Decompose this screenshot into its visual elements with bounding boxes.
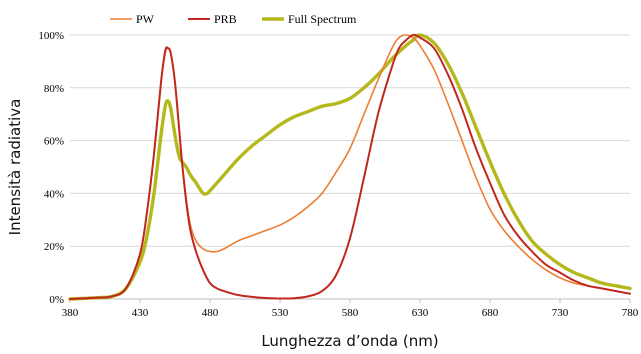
x-tick-labels: 380 430 480 530 580 630 680 730 780 — [62, 307, 639, 319]
x-tick-label: 480 — [202, 307, 219, 319]
y-tick-label: 100% — [38, 30, 64, 42]
series-line-full-spectrum — [68, 33, 632, 301]
x-tick-label: 580 — [342, 307, 359, 319]
y-tick-label: 60% — [44, 136, 64, 148]
x-tick-label: 730 — [552, 307, 569, 319]
series-line-prb — [69, 33, 631, 300]
x-tick-label: 530 — [272, 307, 289, 319]
x-axis-title: Lunghezza d’onda (nm) — [261, 332, 438, 350]
legend-label: PRB — [214, 12, 237, 26]
y-tick-labels: 0% 20% 40% 60% 80% 100% — [38, 30, 64, 306]
y-axis-title: Intensità radiativa — [6, 99, 24, 236]
y-tick-label: 20% — [44, 241, 64, 253]
x-tick-label: 680 — [482, 307, 499, 319]
series-lines — [68, 33, 632, 301]
y-tick-label: 80% — [44, 83, 64, 95]
x-tick-label: 430 — [132, 307, 149, 319]
y-tick-label: 40% — [44, 188, 64, 200]
legend: PW PRB Full Spectrum — [110, 12, 357, 26]
legend-label: Full Spectrum — [288, 12, 357, 26]
x-tick-label: 630 — [412, 307, 429, 319]
x-tick-label: 780 — [622, 307, 639, 319]
x-tick-label: 380 — [62, 307, 79, 319]
axes — [69, 298, 631, 303]
gridlines — [70, 34, 630, 247]
series-line-pw — [69, 34, 631, 300]
legend-label: PW — [136, 12, 155, 26]
y-tick-label: 0% — [49, 294, 64, 306]
